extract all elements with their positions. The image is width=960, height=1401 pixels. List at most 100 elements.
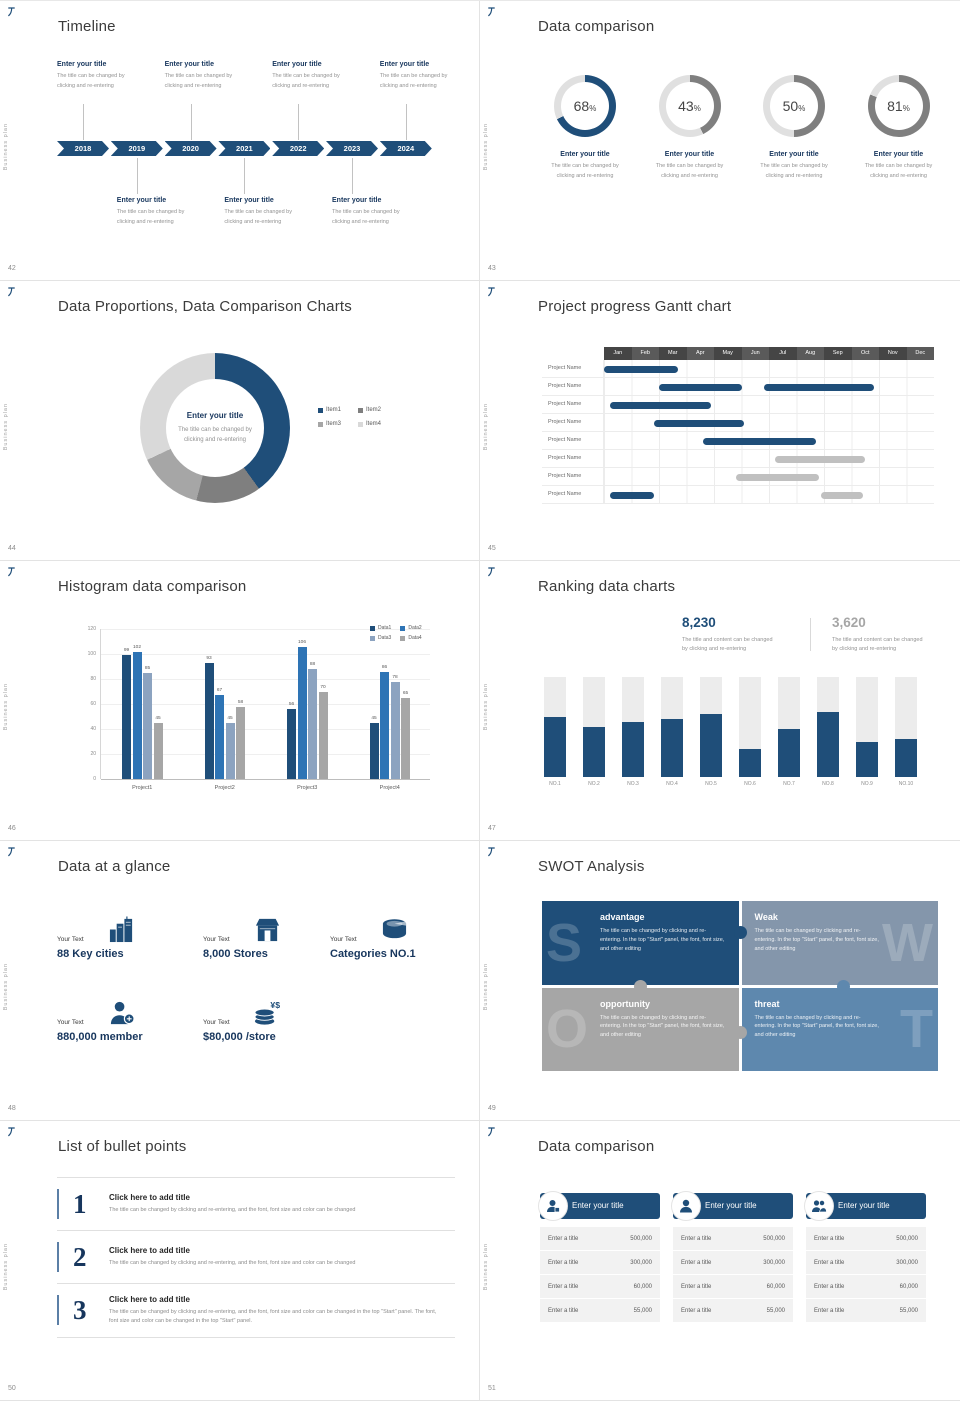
timeline-entry-title: Enter your title (332, 197, 382, 204)
donut-item: 81% Enter your title The title can be chan… (851, 75, 947, 181)
donut-hole: 81% (874, 82, 923, 130)
table-row-value: 55,000 (766, 1307, 785, 1314)
bullet-title: Click here to add title (109, 1193, 190, 1203)
table-card-title: Enter your title (572, 1201, 624, 1210)
swot-letter: W (882, 912, 933, 973)
hist-ytick: 120 (87, 626, 96, 632)
swot-quad: W Weak The title can be changed by click… (741, 901, 938, 985)
ranking-label: NO.5 (705, 781, 717, 787)
gantt-row: Project Name (542, 360, 934, 378)
table-card-badge (804, 1191, 834, 1221)
donut-ring: 43% (658, 75, 721, 137)
slide-ranking: Business plan Ranking data charts 8,230 … (480, 561, 960, 841)
hist-category: Project1 (132, 785, 153, 791)
donut-percent-sign: % (798, 104, 806, 113)
swot-quad: S advantage The title can be changed by … (542, 901, 739, 985)
donut-desc: The title can be changed by clicking and … (760, 163, 828, 179)
legend-label: Data1 (378, 625, 392, 631)
hist-bar (390, 681, 400, 779)
timeline-entry-desc: The title can be changed by clicking and … (224, 209, 292, 225)
timeline-entry: Enter your title The title can be changed… (332, 197, 430, 227)
swot-quad-desc: The title can be changed by clicking and… (754, 1014, 879, 1039)
bullet-item: 1 Click here to add title The title can … (57, 1178, 455, 1231)
table-row-value: 300,000 (896, 1259, 918, 1266)
pie-ring: Enter your title The title can be change… (140, 353, 290, 503)
hist-value: 70 (320, 684, 326, 690)
ranking-stat-primary: 8,230 The title and content can be chang… (682, 615, 773, 655)
glance-item-top: Your Text (57, 913, 207, 943)
hist-value: 78 (392, 674, 398, 680)
gantt-row: Project Name (542, 396, 934, 414)
hist-value: 93 (206, 655, 212, 661)
timeline-connector (83, 104, 84, 140)
gantt-row: Project Name (542, 432, 934, 450)
brand-logo-icon (8, 7, 15, 17)
ranking-track (856, 677, 878, 777)
glance-value: 88 Key cities (57, 948, 124, 960)
legend-swatch (400, 625, 406, 631)
page-number: 48 (8, 1105, 16, 1112)
city-icon (109, 916, 132, 943)
gantt-row-label: Project Name (542, 450, 604, 467)
table-row: Enter a title 60,000 (673, 1275, 793, 1299)
hist-legend: Data1 Data2 Data3 Data4 (370, 625, 422, 641)
bullet-number: 1 (73, 1188, 87, 1219)
glance-item-categories: Your Text Categories NO.1 (330, 913, 479, 960)
gantt-row: Project Name (542, 468, 934, 486)
people-icon (812, 1200, 827, 1213)
gantt-month: Jan (604, 347, 632, 360)
svg-text:¥$: ¥$ (270, 1000, 280, 1010)
table-row: Enter a title 500,000 (806, 1227, 926, 1251)
glance-item-top: Your Text (330, 913, 479, 943)
gantt-month: May (714, 347, 742, 360)
table-row-label: Enter a title (548, 1235, 579, 1242)
table-row: Enter a title 55,000 (540, 1299, 660, 1323)
bullet-item: 2 Click here to add title The title can … (57, 1231, 455, 1284)
table-row-label: Enter a title (814, 1259, 845, 1266)
hist-bar (297, 646, 307, 779)
gantt-month: Apr (686, 347, 714, 360)
table-card-title: Enter your title (705, 1201, 757, 1210)
glance-value: 880,000 member (57, 1031, 143, 1043)
sidebar-vertical-text: Business plan (483, 1243, 489, 1291)
gantt-month: Jun (741, 347, 769, 360)
timeline-entry: Enter your title The title can be changed… (272, 61, 370, 91)
glance-item-top: Your Text ¥$ (203, 996, 353, 1026)
table-row: Enter a title 55,000 (806, 1299, 926, 1323)
page-number: 42 (8, 265, 16, 272)
brand-logo-icon (488, 7, 495, 17)
donut-hole: 68% (561, 82, 609, 130)
brand-logo-icon (488, 287, 495, 297)
gantt-table: Jan Feb Mar Apr May Jun Jul Aug Sep Oct Nov Dec Pro… (542, 347, 934, 504)
slide-donut-comparison: Business plan Data comparison 68% Enter y… (480, 1, 960, 281)
slide-swot: Business plan SWOT Analysis S advantage … (480, 841, 960, 1121)
timeline-year: 2024 (379, 141, 432, 156)
brand-logo-icon (488, 567, 495, 577)
ranking-track (700, 677, 722, 777)
hist-ytick: 0 (93, 776, 96, 782)
gantt-month: Nov (879, 347, 907, 360)
legend-swatch (370, 635, 375, 641)
bullet-number: 2 (73, 1241, 87, 1272)
swot-letter: T (900, 999, 933, 1060)
timeline-connector (244, 158, 246, 194)
gantt-bar (609, 491, 654, 499)
donut-hole: 43% (665, 82, 714, 130)
brand-logo-icon (8, 287, 15, 297)
ranking-label: NO.8 (822, 781, 834, 787)
table-row: Enter a title 60,000 (806, 1275, 926, 1299)
table-row-label: Enter a title (814, 1307, 845, 1314)
ranking-fill (778, 729, 800, 777)
timeline-entry: Enter your title The title can be changed… (117, 197, 215, 227)
hist-value: 67 (216, 688, 223, 694)
legend-swatch (358, 407, 363, 413)
ranking-track (622, 677, 644, 777)
slide-title: List of bullet points (58, 1138, 187, 1155)
hist-bar (204, 662, 214, 779)
puzzle-knob (733, 1026, 747, 1039)
table-card-badge (538, 1191, 568, 1221)
table-row-value: 500,000 (763, 1235, 785, 1242)
timeline-connector (190, 104, 192, 140)
donut-value: 68 (573, 98, 590, 114)
table-row: Enter a title 500,000 (673, 1227, 793, 1251)
